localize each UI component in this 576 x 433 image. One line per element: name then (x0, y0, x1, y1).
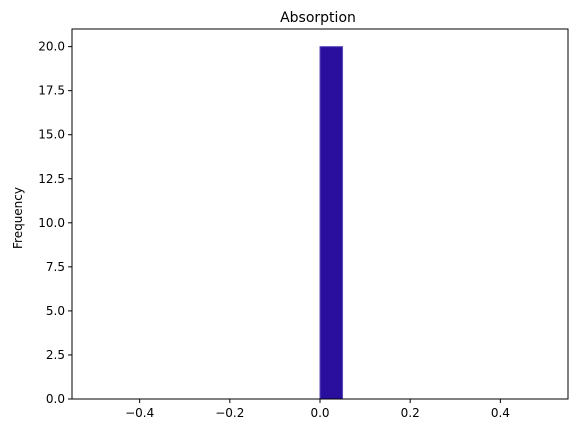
plot-area: −0.4 −0.2 0.0 0.2 0.4 0.0 2.5 5.0 7.5 10.0 12.5 15.… (38, 28, 569, 420)
chart-title: Absorption (280, 10, 356, 26)
y-axis-label: Frequency (11, 187, 25, 249)
y-tick-label: 5.0 (46, 304, 65, 318)
y-tick-label: 20.0 (38, 40, 65, 54)
y-tick-label: 2.5 (46, 348, 65, 362)
y-tick-label: 0.0 (46, 392, 65, 406)
x-tick-label: −0.4 (125, 406, 154, 420)
y-tick-label: 10.0 (38, 216, 65, 230)
y-tick-label: 15.0 (38, 128, 65, 142)
x-tick-label: 0.0 (310, 406, 329, 420)
y-tick-label: 12.5 (38, 172, 65, 186)
y-tick-label: 17.5 (38, 84, 65, 98)
histogram-bar-0 (319, 46, 344, 400)
y-tick-label: 7.5 (46, 260, 65, 274)
x-tick-label: 0.4 (491, 406, 510, 420)
x-tick-label: 0.2 (401, 406, 420, 420)
x-tick-label: −0.2 (215, 406, 244, 420)
